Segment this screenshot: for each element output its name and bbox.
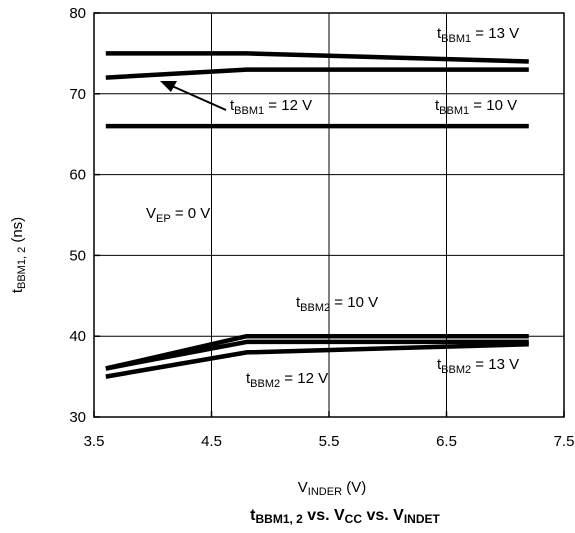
annotation-label: tBBM1 = 12 V: [230, 97, 312, 117]
annotation-label: tBBM2 = 10 V: [296, 294, 378, 314]
annotation-arrow: [160, 81, 227, 111]
annotation-label: tBBM1 = 10 V: [435, 97, 517, 117]
y-tick-label: 30: [69, 409, 86, 426]
y-tick-labels: 30 40 50 60 70 80: [69, 5, 100, 426]
x-tick-label: 3.5: [84, 433, 105, 450]
series-line-2: [105, 67, 529, 80]
annotation-label: tBBM1 = 13 V: [437, 25, 519, 45]
series-line-1: [105, 51, 529, 64]
x-tick-label: 6.5: [436, 433, 457, 450]
y-tick-label: 80: [69, 5, 86, 22]
x-tick-label: 7.5: [554, 433, 575, 450]
x-axis-title: VINDER (V): [298, 479, 366, 498]
chart-title: tBBM1, 2 vs. VCC vs. VINDET: [250, 507, 440, 526]
y-tick-label: 50: [69, 247, 86, 264]
annotation-label: tBBM2 = 12 V: [246, 370, 328, 390]
y-axis-title: tBBM1, 2 (ns): [9, 217, 28, 293]
y-tick-label: 60: [69, 167, 86, 184]
x-tick-labels: 3.5 4.5 5.5 6.5 7.5: [84, 411, 575, 450]
grid: [94, 13, 564, 417]
annotations: tBBM1 = 13 V tBBM1 = 12 V tBBM1 = 10 V VEP …: [146, 25, 519, 390]
x-tick-label: 4.5: [201, 433, 222, 450]
series-group: [105, 51, 529, 379]
series-line-6: [105, 342, 529, 379]
y-tick-label: 70: [69, 86, 86, 103]
series-line-5: [105, 339, 529, 371]
annotation-label: VEP = 0 V: [146, 205, 210, 225]
annotation-label: tBBM2 = 13 V: [437, 356, 519, 376]
y-tick-label: 40: [69, 328, 86, 345]
x-tick-label: 5.5: [319, 433, 340, 450]
